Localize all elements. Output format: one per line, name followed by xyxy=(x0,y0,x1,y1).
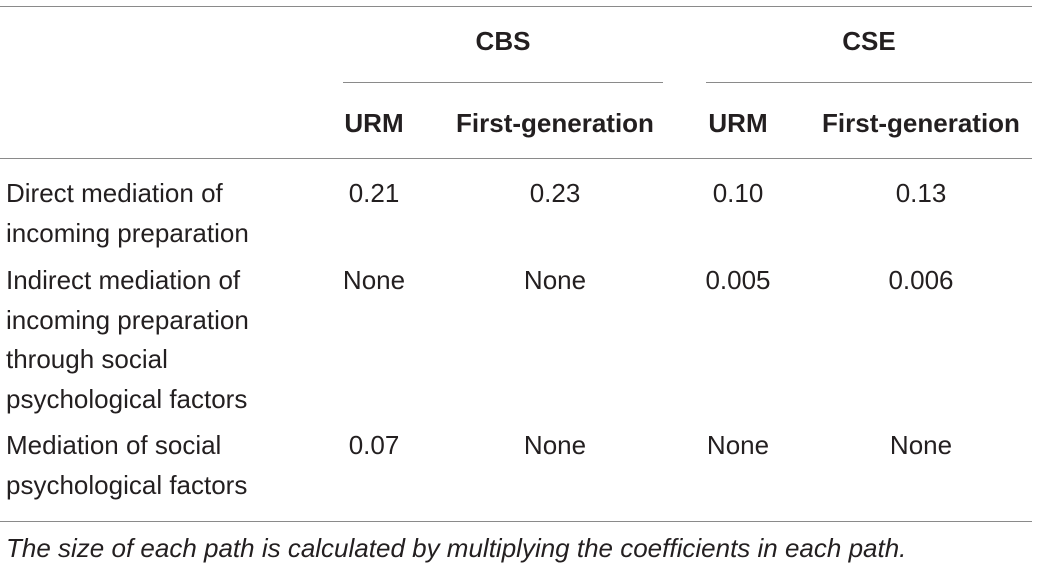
cell-direct-cbs-first-generation: 0.23 xyxy=(529,178,581,208)
row-label-line: through social xyxy=(6,344,168,374)
cell-direct-cse-urm: 0.10 xyxy=(712,178,764,208)
row-label-line: Indirect mediation of xyxy=(6,265,241,295)
cell-social-cbs-urm: 0.07 xyxy=(348,430,400,460)
row-label-line: psychological factors xyxy=(6,469,248,500)
row-label-line: Mediation of social xyxy=(6,430,222,460)
row-label-line: psychological factors xyxy=(6,383,248,414)
column-header-cse-first-generation: First-generation xyxy=(822,108,1020,138)
table-top-rule xyxy=(0,6,1032,7)
cell-direct-cbs-urm: 0.21 xyxy=(348,178,400,208)
group-rule-cbs xyxy=(343,82,663,83)
cell-social-cse-first-generation: None xyxy=(889,430,953,460)
column-header-cbs-urm: URM xyxy=(344,108,404,138)
column-header-cbs-first-generation: First-generation xyxy=(456,108,654,138)
cell-indirect-cbs-urm: None xyxy=(342,265,406,295)
cell-indirect-cse-first-generation: 0.006 xyxy=(888,265,954,295)
row-label-line: incoming preparation xyxy=(6,217,249,248)
header-bottom-rule xyxy=(0,158,1032,159)
cell-indirect-cse-urm: 0.005 xyxy=(705,265,771,295)
cell-indirect-cbs-first-generation: None xyxy=(523,265,587,295)
table-bottom-rule xyxy=(0,521,1032,522)
cell-social-cbs-first-generation: None xyxy=(523,430,587,460)
cell-social-cse-urm: None xyxy=(706,430,770,460)
row-label-line: incoming preparation xyxy=(6,304,249,335)
group-header-cbs: CBS xyxy=(475,26,531,56)
row-label-line: Direct mediation of xyxy=(6,178,223,208)
row-label-social-mediation: Mediation of social psychological factor… xyxy=(6,426,336,505)
row-label-indirect-mediation: Indirect mediation of incoming preparati… xyxy=(6,261,336,419)
column-header-cse-urm: URM xyxy=(708,108,768,138)
row-label-direct-mediation: Direct mediation of incoming preparation xyxy=(6,174,336,253)
group-header-cse: CSE xyxy=(842,26,896,56)
cell-direct-cse-first-generation: 0.13 xyxy=(895,178,947,208)
table-footnote: The size of each path is calculated by m… xyxy=(6,533,907,563)
group-rule-cse xyxy=(706,82,1032,83)
